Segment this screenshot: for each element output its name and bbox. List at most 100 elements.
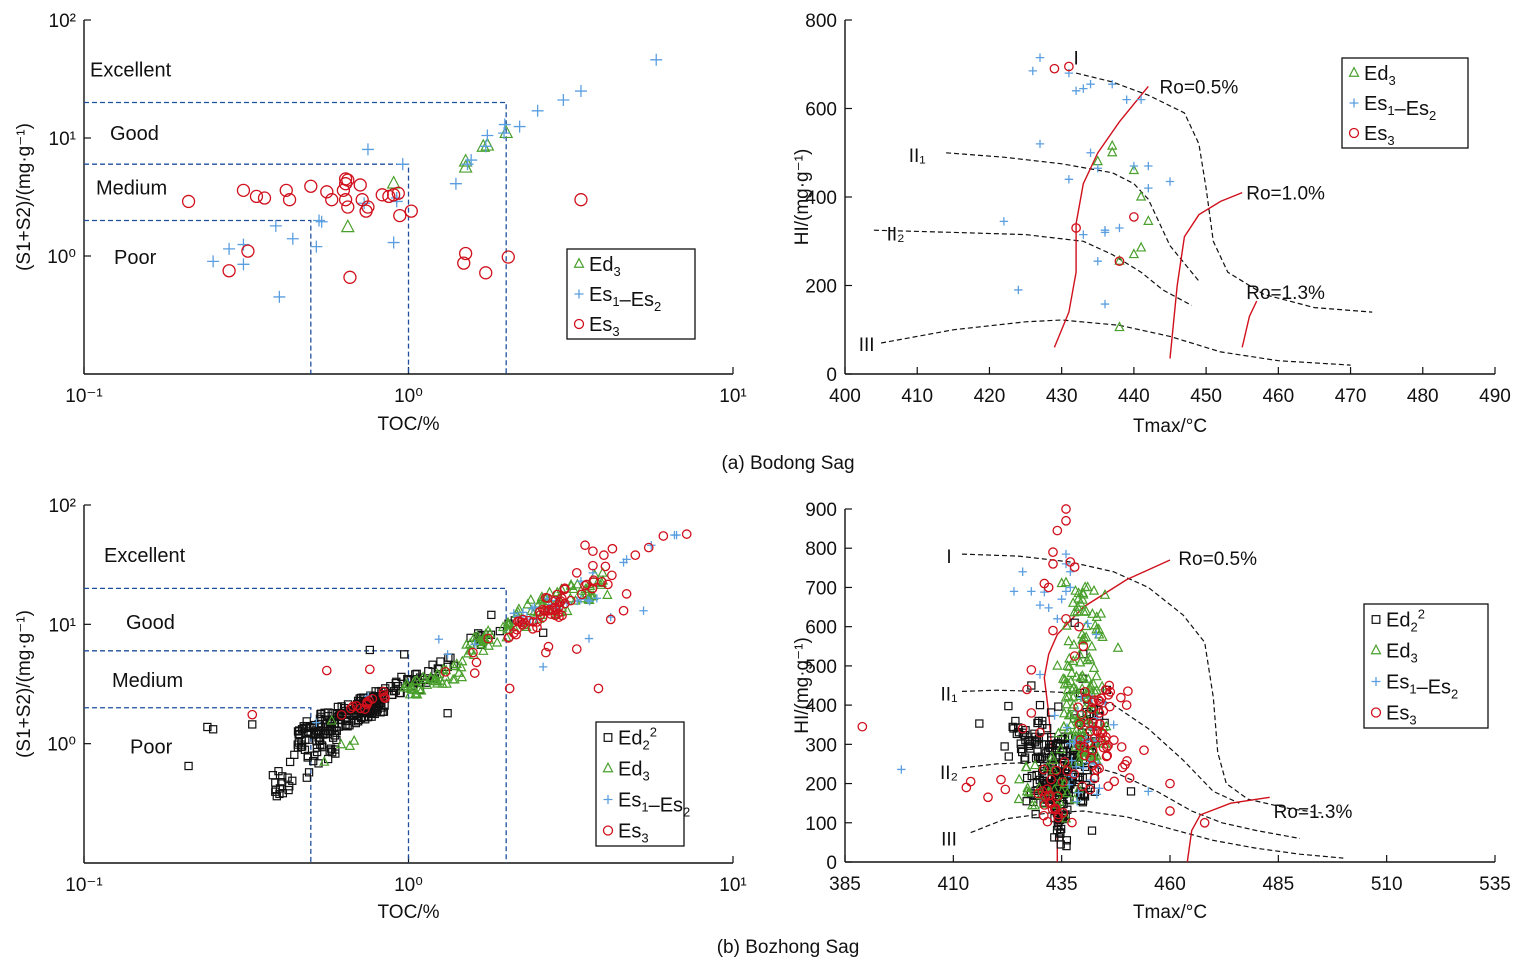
data-point bbox=[1081, 654, 1093, 665]
data-point bbox=[1092, 725, 1102, 736]
data-point bbox=[320, 185, 334, 199]
data-point bbox=[417, 671, 429, 682]
data-point bbox=[1105, 687, 1116, 697]
data-point bbox=[348, 734, 360, 745]
data-point bbox=[1144, 183, 1153, 193]
data-point bbox=[448, 660, 459, 671]
data-point bbox=[1065, 675, 1077, 686]
kerogen-type-label: I bbox=[1073, 49, 1078, 70]
data-point bbox=[409, 675, 420, 686]
data-point bbox=[580, 540, 590, 551]
grade-boundary-line bbox=[84, 650, 410, 863]
legend-label: Es1–Es2 bbox=[1386, 672, 1458, 702]
data-point bbox=[465, 644, 476, 655]
data-point bbox=[477, 634, 488, 645]
data-point bbox=[1102, 742, 1112, 753]
data-point bbox=[1074, 788, 1083, 797]
data-point bbox=[1033, 718, 1042, 728]
legend-label: Es3 bbox=[589, 314, 620, 339]
x-tick-label: 510 bbox=[1371, 874, 1403, 895]
data-point bbox=[184, 761, 193, 771]
data-point bbox=[1008, 722, 1017, 732]
series-es3 bbox=[857, 504, 1210, 828]
data-point bbox=[321, 665, 332, 676]
data-point bbox=[1065, 709, 1076, 719]
data-point bbox=[1112, 642, 1124, 652]
data-point bbox=[607, 543, 618, 554]
data-point bbox=[975, 719, 984, 728]
data-point bbox=[1088, 662, 1100, 672]
data-point bbox=[1053, 812, 1064, 823]
data-point bbox=[1078, 605, 1090, 616]
data-point bbox=[443, 709, 452, 718]
data-point bbox=[1103, 740, 1113, 751]
data-point bbox=[1065, 719, 1077, 730]
data-point bbox=[1081, 631, 1092, 642]
data-point bbox=[386, 681, 395, 691]
data-point bbox=[405, 683, 416, 693]
data-point bbox=[1018, 567, 1027, 576]
data-point bbox=[574, 85, 587, 98]
data-point bbox=[588, 546, 598, 557]
data-point bbox=[1020, 761, 1032, 772]
data-point bbox=[1144, 787, 1153, 796]
data-point bbox=[1027, 587, 1036, 596]
data-point bbox=[606, 612, 615, 622]
data-point bbox=[272, 792, 281, 801]
data-point bbox=[487, 610, 496, 620]
data-point bbox=[1116, 692, 1126, 703]
zone-label-poor: Poor bbox=[114, 247, 157, 269]
data-point bbox=[1074, 648, 1085, 659]
data-point bbox=[483, 639, 494, 650]
data-point bbox=[461, 638, 472, 649]
data-point bbox=[498, 118, 511, 131]
data-point bbox=[1114, 254, 1125, 265]
data-point bbox=[548, 605, 558, 615]
data-point bbox=[360, 704, 370, 714]
data-point bbox=[1022, 773, 1032, 783]
y-tick-label: 0 bbox=[826, 853, 837, 874]
data-point bbox=[1043, 582, 1054, 593]
data-point bbox=[1070, 735, 1080, 745]
data-point bbox=[421, 678, 433, 689]
y-tick-label: 10⁰ bbox=[47, 735, 76, 756]
data-point bbox=[269, 219, 282, 232]
data-point bbox=[316, 709, 325, 719]
data-point bbox=[434, 635, 444, 644]
data-point bbox=[599, 550, 609, 560]
x-tick-label: 10⁻¹ bbox=[65, 386, 103, 407]
data-point bbox=[1109, 776, 1120, 787]
zone-label-medium: Medium bbox=[112, 670, 183, 692]
data-point bbox=[1094, 763, 1104, 774]
x-tick-label: 435 bbox=[1046, 874, 1078, 895]
zone-label-good: Good bbox=[110, 123, 159, 145]
data-point bbox=[618, 605, 629, 616]
data-point bbox=[961, 782, 972, 793]
data-point bbox=[361, 200, 375, 214]
data-point bbox=[222, 264, 236, 278]
data-point bbox=[1020, 730, 1029, 740]
data-point bbox=[326, 744, 336, 753]
data-point bbox=[411, 674, 423, 685]
data-point bbox=[1095, 607, 1107, 618]
data-point bbox=[326, 714, 337, 725]
data-point bbox=[397, 672, 406, 682]
legend-label: Es1–Es2 bbox=[589, 284, 661, 314]
data-point bbox=[557, 610, 567, 621]
data-point bbox=[1059, 757, 1070, 767]
data-point bbox=[1104, 701, 1115, 712]
data-point bbox=[338, 193, 353, 207]
data-point bbox=[478, 645, 489, 655]
data-point bbox=[1060, 691, 1072, 702]
data-point bbox=[1072, 715, 1084, 726]
kerogen-type-label: II₂ bbox=[887, 224, 905, 245]
data-point bbox=[416, 684, 427, 695]
data-point bbox=[1035, 600, 1045, 610]
data-point bbox=[1061, 504, 1071, 514]
y-tick-label: 0 bbox=[826, 365, 837, 386]
data-point bbox=[181, 194, 196, 209]
data-point bbox=[1091, 670, 1102, 681]
data-point bbox=[1009, 587, 1019, 596]
data-point bbox=[1034, 716, 1043, 726]
data-point bbox=[1050, 711, 1059, 720]
